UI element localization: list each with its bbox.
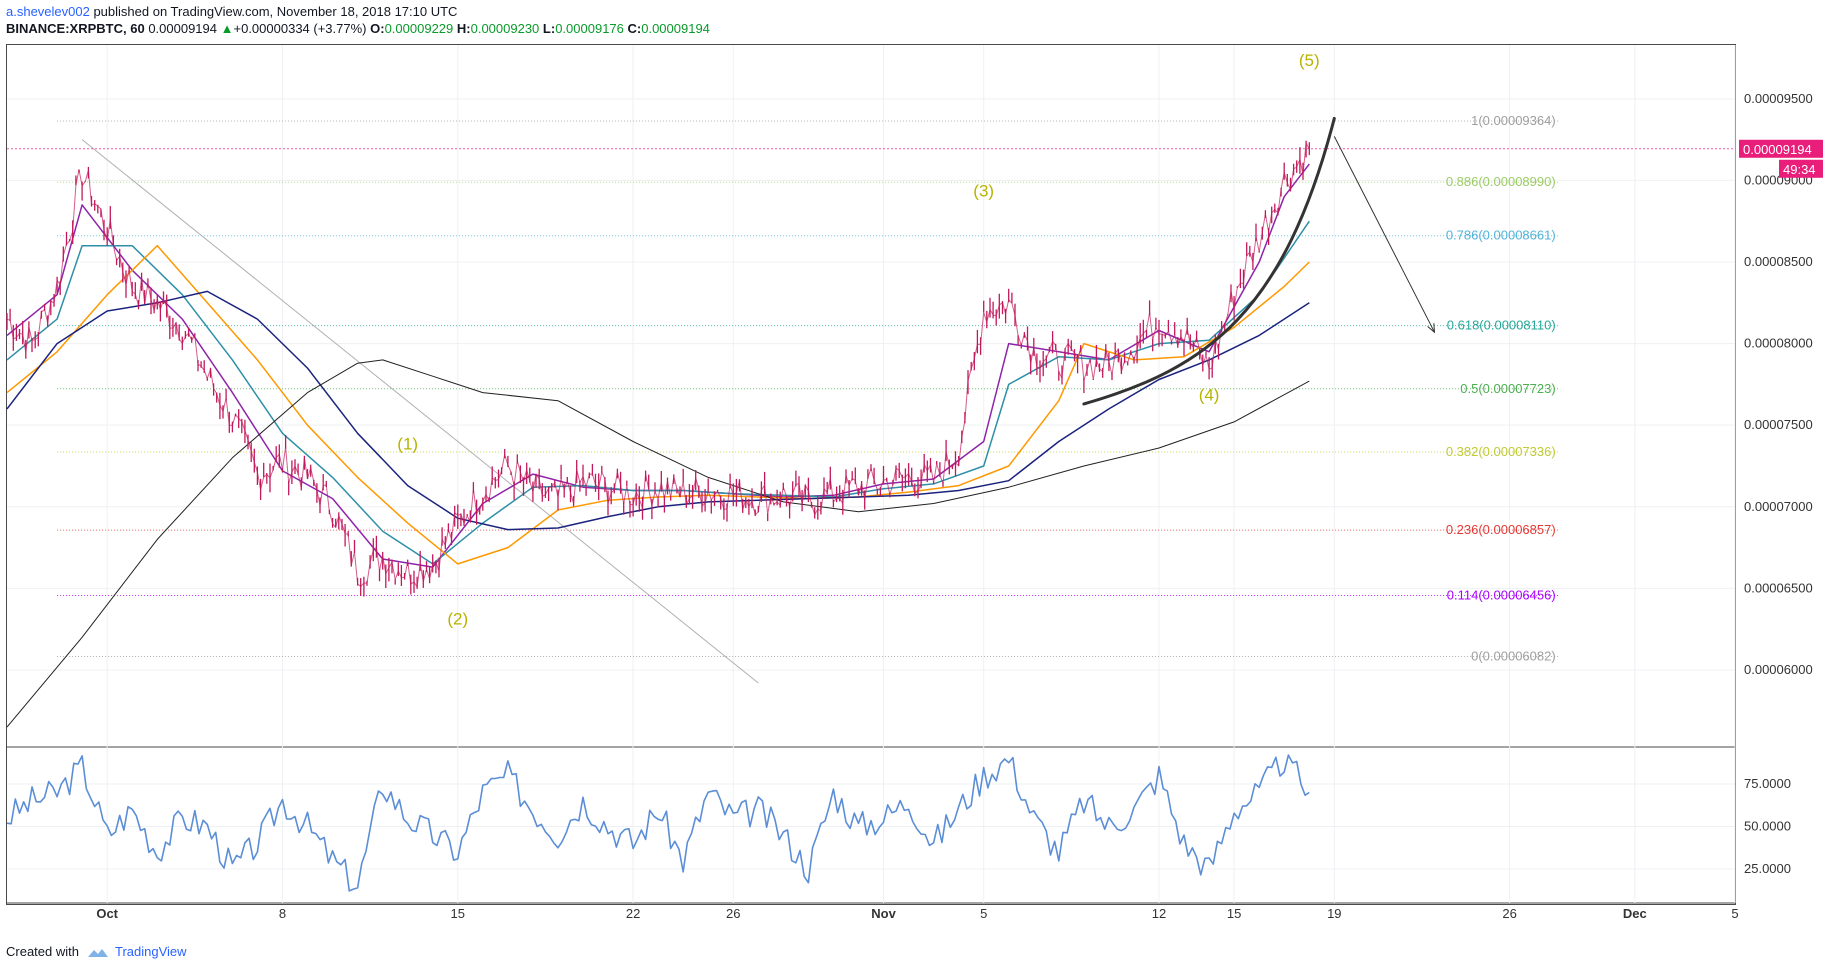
- wave-label: (5): [1299, 51, 1320, 70]
- last-price-tag: [1739, 139, 1823, 158]
- created-with-label: Created with: [6, 944, 79, 959]
- author-link[interactable]: a.shevelev002: [6, 4, 90, 19]
- price-chart[interactable]: Oct 8 15 22 26 Nov 5 12 15 19 26 Dec 5 0.00009500 0.00…: [0, 0, 1828, 940]
- rsi-tick-label: 50.0000: [1744, 819, 1791, 834]
- y-tick-label: 0.00007000: [1744, 499, 1813, 514]
- series-line-ma-orange: [6, 244, 1310, 565]
- x-tick-label: 19: [1327, 906, 1341, 921]
- low-value: 0.00009176: [555, 21, 624, 36]
- fib-label: 0.114(0.00006456): [1447, 588, 1556, 603]
- x-tick-label: 26: [1502, 906, 1516, 921]
- fib-label: 0.5(0.00007723): [1460, 381, 1555, 396]
- x-tick-label: 26: [726, 906, 740, 921]
- arrow-head-icon: [1427, 323, 1436, 334]
- open-value: 0.00009229: [384, 21, 454, 36]
- publish-info: published on TradingView.com, November 1…: [89, 4, 458, 19]
- x-tick-label: Dec: [1623, 906, 1647, 921]
- fib-label: 0.236(0.00006857): [1446, 522, 1556, 537]
- x-tick-label: 22: [626, 906, 640, 921]
- last-price-tag-label: 0.00009194: [1743, 142, 1812, 157]
- high-value: 0.00009230: [470, 21, 540, 36]
- y-tick-label: 0.00009500: [1744, 91, 1813, 106]
- wave-label: (2): [447, 609, 468, 628]
- rsi-line: [6, 754, 1310, 892]
- price-change: +0.00000334 (+3.77%): [233, 21, 367, 36]
- tradingview-logo-icon: [87, 948, 108, 957]
- footer: Created with TradingView: [6, 944, 187, 960]
- rsi-tick-label: 75.0000: [1744, 776, 1791, 791]
- fib-label: 0.886(0.00008990): [1446, 174, 1556, 189]
- series-line-ma-teal: [6, 220, 1310, 565]
- series-line-ma-slow: [6, 359, 1310, 728]
- last-price: 0.00009194: [148, 21, 217, 36]
- chart-header-line2: BINANCE:XRPBTC, 60 0.00009194 ▲+0.000003…: [6, 21, 710, 37]
- countdown-label: 49:34: [1783, 162, 1816, 177]
- x-tick-label: 8: [279, 906, 286, 921]
- low-label: L:: [542, 21, 556, 36]
- chart-header-line1: a.shevelev002 published on TradingView.c…: [6, 4, 457, 20]
- countdown-tag: [1779, 159, 1823, 178]
- growth-arc: [1082, 116, 1336, 406]
- x-tick-label: Oct: [96, 906, 118, 921]
- price-line: [6, 141, 1310, 589]
- wave-label: (1): [397, 435, 418, 454]
- tradingview-brand-link[interactable]: TradingView: [114, 944, 187, 959]
- wave-label: (4): [1199, 386, 1220, 405]
- close-label: C:: [627, 21, 642, 36]
- fib-label: 0.786(0.00008661): [1446, 228, 1556, 243]
- x-tick-label: 15: [1227, 906, 1241, 921]
- up-triangle-icon: ▲: [220, 21, 234, 36]
- fib-label: 0.618(0.00008110): [1447, 318, 1556, 333]
- fib-label: 1(0.00009364): [1471, 113, 1556, 128]
- wave-label: (3): [973, 182, 994, 201]
- y-tick-label: 0.00006000: [1744, 662, 1813, 677]
- open-label: O:: [370, 21, 385, 36]
- trendline: [81, 139, 759, 684]
- y-tick-label: 0.00008500: [1744, 254, 1813, 269]
- high-label: H:: [456, 21, 471, 36]
- projection-arrow: [1333, 136, 1435, 333]
- y-tick-label: 0.00008000: [1744, 336, 1813, 351]
- x-tick-label: 5: [980, 906, 987, 921]
- rsi-tick-label: 25.0000: [1744, 861, 1791, 876]
- series-line-ma-navy: [6, 290, 1310, 531]
- symbol-label: BINANCE:XRPBTC, 60: [6, 21, 145, 36]
- y-tick-label: 0.00007500: [1744, 417, 1813, 432]
- y-tick-label: 0.00006500: [1744, 580, 1813, 595]
- x-tick-label: 12: [1152, 906, 1166, 921]
- x-tick-label: 15: [451, 906, 465, 921]
- fib-label: 0(0.00006082): [1471, 649, 1556, 664]
- fib-label: 0.382(0.00007336): [1446, 444, 1556, 459]
- x-tick-label: Nov: [871, 906, 896, 921]
- x-tick-label: 5: [1731, 906, 1738, 921]
- close-value: 0.00009194: [641, 21, 710, 36]
